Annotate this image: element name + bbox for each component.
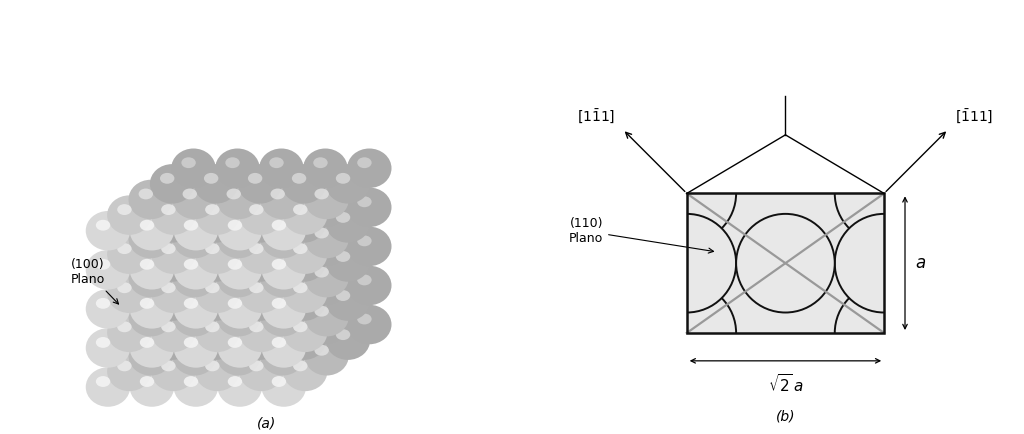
Ellipse shape	[215, 148, 260, 188]
Ellipse shape	[347, 187, 391, 227]
Ellipse shape	[96, 220, 111, 230]
Ellipse shape	[249, 243, 263, 254]
Ellipse shape	[238, 320, 283, 360]
Ellipse shape	[270, 188, 285, 199]
Ellipse shape	[174, 367, 218, 407]
Ellipse shape	[304, 258, 349, 297]
Circle shape	[736, 214, 835, 312]
Text: $\sqrt{2}\,a$: $\sqrt{2}\,a$	[768, 373, 803, 395]
Ellipse shape	[86, 367, 130, 407]
Ellipse shape	[313, 314, 328, 325]
Ellipse shape	[282, 281, 327, 321]
Ellipse shape	[183, 220, 199, 230]
Ellipse shape	[227, 259, 242, 270]
Ellipse shape	[248, 212, 262, 223]
Ellipse shape	[182, 345, 197, 356]
Ellipse shape	[128, 219, 173, 258]
Ellipse shape	[152, 234, 196, 274]
Ellipse shape	[216, 219, 261, 258]
Ellipse shape	[238, 242, 283, 282]
Ellipse shape	[181, 196, 196, 207]
Ellipse shape	[130, 250, 174, 289]
Ellipse shape	[226, 266, 241, 277]
Ellipse shape	[357, 196, 372, 207]
Ellipse shape	[150, 242, 195, 282]
Ellipse shape	[357, 235, 372, 246]
Ellipse shape	[204, 290, 218, 301]
Ellipse shape	[259, 187, 303, 227]
Ellipse shape	[347, 266, 391, 305]
Ellipse shape	[269, 275, 284, 286]
Ellipse shape	[282, 242, 327, 282]
Ellipse shape	[161, 361, 176, 372]
Ellipse shape	[282, 203, 327, 243]
Ellipse shape	[138, 266, 153, 277]
Ellipse shape	[227, 376, 242, 387]
Ellipse shape	[108, 273, 152, 313]
Ellipse shape	[225, 196, 240, 207]
Ellipse shape	[171, 187, 216, 227]
Ellipse shape	[172, 219, 217, 258]
Ellipse shape	[204, 173, 218, 184]
Ellipse shape	[152, 195, 196, 235]
Ellipse shape	[215, 227, 260, 266]
Ellipse shape	[138, 345, 153, 356]
Ellipse shape	[226, 345, 241, 356]
Ellipse shape	[293, 204, 307, 215]
Ellipse shape	[292, 212, 306, 223]
Ellipse shape	[347, 227, 391, 266]
Ellipse shape	[303, 305, 347, 344]
Ellipse shape	[313, 196, 328, 207]
Ellipse shape	[96, 337, 111, 348]
Ellipse shape	[183, 298, 199, 309]
Ellipse shape	[248, 251, 262, 262]
Ellipse shape	[261, 289, 306, 329]
Ellipse shape	[130, 289, 174, 329]
Ellipse shape	[108, 234, 152, 274]
Ellipse shape	[292, 251, 306, 262]
Ellipse shape	[218, 328, 262, 368]
Ellipse shape	[313, 157, 328, 168]
Ellipse shape	[128, 180, 173, 219]
Ellipse shape	[160, 212, 174, 223]
Ellipse shape	[181, 275, 196, 286]
Ellipse shape	[183, 337, 199, 348]
Ellipse shape	[261, 250, 306, 289]
Ellipse shape	[150, 281, 195, 321]
Ellipse shape	[314, 306, 329, 317]
Ellipse shape	[128, 258, 173, 297]
Ellipse shape	[152, 273, 196, 313]
Ellipse shape	[357, 275, 372, 286]
Ellipse shape	[269, 157, 284, 168]
Ellipse shape	[86, 328, 130, 368]
Ellipse shape	[314, 266, 329, 277]
Ellipse shape	[283, 195, 328, 235]
Ellipse shape	[283, 273, 328, 313]
Ellipse shape	[269, 235, 284, 246]
Ellipse shape	[283, 352, 328, 391]
Ellipse shape	[138, 188, 153, 199]
Ellipse shape	[194, 203, 239, 243]
Ellipse shape	[270, 345, 285, 356]
Ellipse shape	[313, 235, 328, 246]
Ellipse shape	[130, 367, 174, 407]
Ellipse shape	[160, 329, 174, 340]
Text: (100)
Plano: (100) Plano	[71, 258, 119, 304]
Ellipse shape	[304, 336, 349, 375]
Ellipse shape	[194, 164, 239, 204]
Ellipse shape	[226, 227, 241, 238]
Ellipse shape	[218, 250, 262, 289]
Ellipse shape	[174, 328, 218, 368]
Ellipse shape	[171, 227, 216, 266]
Circle shape	[835, 144, 934, 243]
Ellipse shape	[347, 148, 391, 188]
Ellipse shape	[161, 322, 176, 332]
Ellipse shape	[130, 211, 174, 250]
Ellipse shape	[271, 376, 286, 387]
Ellipse shape	[86, 211, 130, 250]
Ellipse shape	[140, 298, 155, 309]
Ellipse shape	[259, 266, 303, 305]
Ellipse shape	[239, 352, 284, 391]
Ellipse shape	[117, 243, 132, 254]
Ellipse shape	[283, 234, 328, 274]
